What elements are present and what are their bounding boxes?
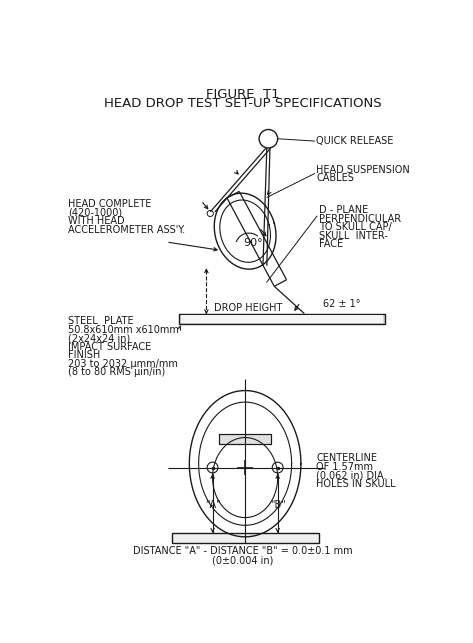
Text: "B": "B" bbox=[270, 500, 286, 509]
Bar bbox=[181, 315, 383, 323]
Text: SKULL  INTER-: SKULL INTER- bbox=[319, 231, 388, 240]
Text: (2x24x24 in): (2x24x24 in) bbox=[69, 333, 131, 343]
Bar bbox=[179, 314, 385, 324]
Text: PERPENDICULAR: PERPENDICULAR bbox=[319, 214, 401, 224]
Text: 50.8x610mm x610mm: 50.8x610mm x610mm bbox=[69, 325, 179, 335]
Text: DISTANCE "A" - DISTANCE "B" = 0.0±0.1 mm: DISTANCE "A" - DISTANCE "B" = 0.0±0.1 mm bbox=[133, 547, 352, 556]
Text: 62 ± 1°: 62 ± 1° bbox=[323, 299, 360, 309]
Text: IMPACT SURFACE: IMPACT SURFACE bbox=[69, 341, 152, 352]
Bar bbox=[219, 435, 272, 444]
Text: HEAD DROP TEST SET-UP SPECIFICATIONS: HEAD DROP TEST SET-UP SPECIFICATIONS bbox=[104, 97, 382, 110]
Text: (420-1000): (420-1000) bbox=[69, 208, 123, 218]
Text: CABLES: CABLES bbox=[316, 173, 354, 183]
Text: (0.062 in) DIA.: (0.062 in) DIA. bbox=[316, 470, 387, 480]
Text: 90°: 90° bbox=[243, 238, 263, 248]
Text: ACCELEROMETER ASS'Y.: ACCELEROMETER ASS'Y. bbox=[69, 224, 185, 235]
Text: (0±0.004 in): (0±0.004 in) bbox=[212, 556, 273, 566]
Text: DROP HEIGHT: DROP HEIGHT bbox=[214, 303, 282, 313]
Text: "A": "A" bbox=[205, 500, 220, 509]
Text: HOLES IN SKULL: HOLES IN SKULL bbox=[316, 479, 396, 489]
Text: CENTERLINE: CENTERLINE bbox=[316, 453, 377, 464]
Text: FIGURE  T1: FIGURE T1 bbox=[206, 88, 280, 101]
Text: HEAD SUSPENSION: HEAD SUSPENSION bbox=[316, 165, 410, 174]
Text: TO SKULL CAP/: TO SKULL CAP/ bbox=[319, 222, 392, 232]
Text: (8 to 80 RMS μin/in): (8 to 80 RMS μin/in) bbox=[69, 367, 166, 377]
Text: QUICK RELEASE: QUICK RELEASE bbox=[316, 136, 394, 146]
Text: 203 to 2032 μmm/mm: 203 to 2032 μmm/mm bbox=[69, 359, 178, 368]
Text: FINISH: FINISH bbox=[69, 350, 101, 360]
Text: FACE: FACE bbox=[319, 239, 343, 249]
Text: OF 1.57mm: OF 1.57mm bbox=[316, 462, 373, 472]
Text: D - PLANE: D - PLANE bbox=[319, 205, 368, 215]
Text: HEAD COMPLETE: HEAD COMPLETE bbox=[69, 199, 152, 209]
Text: WITH HEAD: WITH HEAD bbox=[69, 216, 125, 226]
Bar bbox=[172, 533, 319, 543]
Text: STEEL  PLATE: STEEL PLATE bbox=[69, 316, 134, 326]
